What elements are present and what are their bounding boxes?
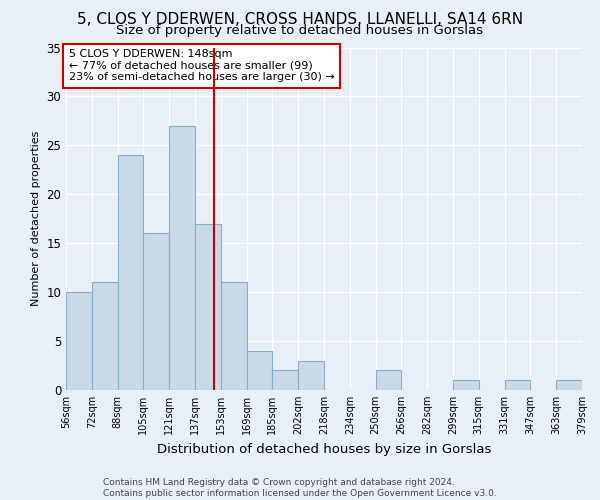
- Bar: [272, 370, 298, 390]
- Bar: [169, 126, 195, 390]
- X-axis label: Distribution of detached houses by size in Gorslas: Distribution of detached houses by size …: [157, 442, 491, 456]
- Bar: [195, 224, 221, 390]
- Text: Contains HM Land Registry data © Crown copyright and database right 2024.
Contai: Contains HM Land Registry data © Crown c…: [103, 478, 497, 498]
- Bar: [556, 380, 582, 390]
- Text: Size of property relative to detached houses in Gorslas: Size of property relative to detached ho…: [116, 24, 484, 37]
- Bar: [247, 351, 272, 390]
- Bar: [505, 380, 530, 390]
- Bar: [376, 370, 401, 390]
- Bar: [453, 380, 479, 390]
- Bar: [143, 234, 169, 390]
- Bar: [92, 282, 118, 390]
- Bar: [298, 360, 324, 390]
- Y-axis label: Number of detached properties: Number of detached properties: [31, 131, 41, 306]
- Text: 5, CLOS Y DDERWEN, CROSS HANDS, LLANELLI, SA14 6RN: 5, CLOS Y DDERWEN, CROSS HANDS, LLANELLI…: [77, 12, 523, 28]
- Bar: [221, 282, 247, 390]
- Bar: [66, 292, 92, 390]
- Text: 5 CLOS Y DDERWEN: 148sqm
← 77% of detached houses are smaller (99)
23% of semi-d: 5 CLOS Y DDERWEN: 148sqm ← 77% of detach…: [68, 49, 334, 82]
- Bar: [118, 155, 143, 390]
